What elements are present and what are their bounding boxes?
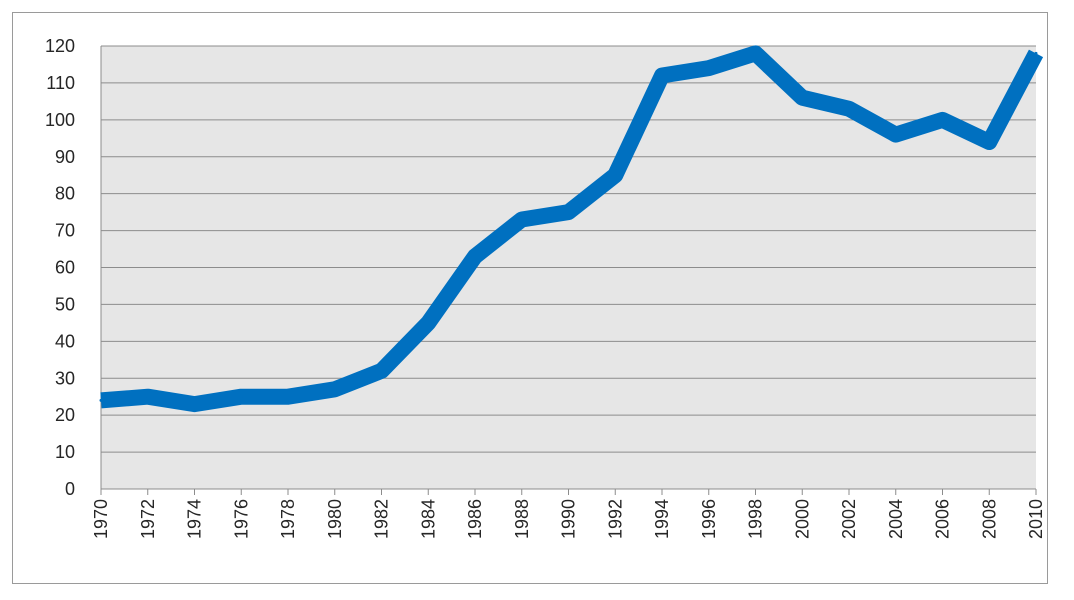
y-tick-label: 120 (45, 36, 75, 56)
data-point (894, 133, 898, 137)
y-tick-label: 20 (55, 405, 75, 425)
axes (100, 46, 1037, 495)
y-tick-label: 10 (55, 442, 75, 462)
data-point (660, 74, 664, 78)
x-tick-label: 1986 (465, 499, 485, 539)
x-tick-label: 1998 (746, 499, 766, 539)
y-tick-label: 70 (55, 221, 75, 241)
y-tick-label: 40 (55, 331, 75, 351)
y-tick-label: 30 (55, 368, 75, 388)
data-point (333, 387, 337, 391)
x-tick-label: 1988 (512, 499, 532, 539)
data-point (380, 369, 383, 373)
data-point (520, 218, 524, 222)
y-tick-label: 100 (45, 110, 75, 130)
x-tick-label: 2002 (839, 499, 859, 539)
data-point (193, 402, 196, 406)
data-point (146, 395, 150, 399)
data-point (613, 173, 617, 177)
data-point (847, 107, 851, 111)
chart-frame: 0 10 20 30 40 50 60 70 80 90 100 110 120 1970 1972 197… (12, 12, 1048, 584)
data-point (99, 398, 103, 402)
series-layer (99, 45, 1044, 413)
x-tick-label: 1974 (185, 499, 205, 539)
x-tick-label: 2006 (933, 499, 953, 539)
x-tick-label: 2000 (792, 499, 812, 539)
x-tick-label: 1996 (699, 499, 719, 539)
data-point (473, 254, 477, 258)
x-tick-label: 1982 (372, 499, 392, 539)
y-tick-label: 90 (55, 147, 75, 167)
x-tick-label: 1978 (278, 499, 298, 539)
data-point (426, 321, 430, 325)
y-tick-label: 0 (65, 479, 75, 499)
x-tick-label: 2008 (979, 499, 999, 539)
y-tick-label: 60 (55, 258, 75, 278)
x-tick-label: 1972 (138, 499, 158, 539)
y-tick-label: 50 (55, 294, 75, 314)
data-point (707, 66, 711, 70)
data-point (987, 140, 991, 144)
y-tick-label: 110 (46, 73, 75, 93)
x-tick-label: 1990 (559, 499, 579, 539)
y-tick-label: 80 (55, 184, 75, 204)
data-point (800, 96, 804, 100)
x-tick-labels: 1970 1972 1974 1976 1978 1980 1982 1984 1986 1988… (91, 499, 1046, 539)
x-tick-label: 1980 (325, 499, 345, 539)
data-point (754, 51, 757, 55)
x-tick-label: 2010 (1026, 499, 1046, 539)
x-tick-label: 1992 (605, 499, 625, 539)
x-tick-label: 1984 (418, 499, 438, 539)
data-point (1034, 51, 1038, 55)
data-point (286, 395, 290, 399)
x-tick-label: 1970 (91, 499, 111, 539)
x-tick-label: 1994 (652, 499, 672, 539)
data-point (239, 395, 243, 399)
x-tick-label: 1976 (231, 499, 251, 539)
data-point (941, 118, 944, 122)
data-point (567, 210, 570, 214)
y-tick-labels: 0 10 20 30 40 50 60 70 80 90 100 110 120 (45, 36, 75, 499)
x-tick-label: 2004 (886, 499, 906, 539)
